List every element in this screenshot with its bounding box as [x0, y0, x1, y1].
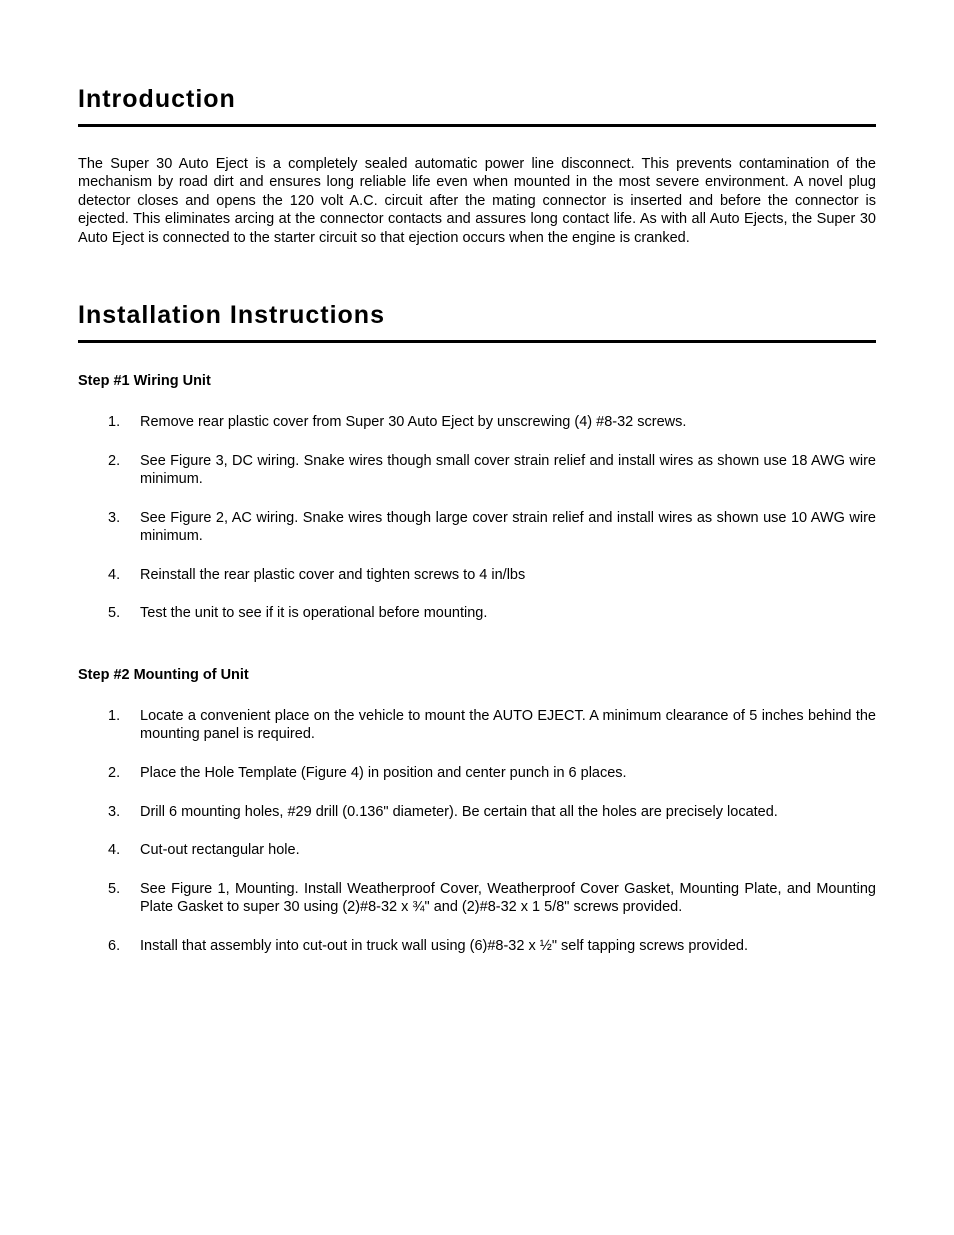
list-item: 2.Place the Hole Template (Figure 4) in …: [108, 764, 876, 783]
item-number: 4.: [108, 566, 140, 585]
list-item: 4.Cut-out rectangular hole.: [108, 841, 876, 860]
item-text: See Figure 3, DC wiring. Snake wires tho…: [140, 452, 876, 489]
step1-list: 1.Remove rear plastic cover from Super 3…: [108, 413, 876, 623]
item-text: See Figure 2, AC wiring. Snake wires tho…: [140, 509, 876, 546]
item-text: Remove rear plastic cover from Super 30 …: [140, 413, 876, 432]
item-text: Locate a convenient place on the vehicle…: [140, 707, 876, 744]
item-number: 2.: [108, 452, 140, 489]
installation-section: Installation Instructions Step #1 Wiring…: [78, 301, 876, 955]
list-item: 2.See Figure 3, DC wiring. Snake wires t…: [108, 452, 876, 489]
item-number: 1.: [108, 707, 140, 744]
item-text: Install that assembly into cut-out in tr…: [140, 937, 876, 956]
step1-title: Step #1 Wiring Unit: [78, 373, 876, 389]
list-item: 3.See Figure 2, AC wiring. Snake wires t…: [108, 509, 876, 546]
item-number: 3.: [108, 509, 140, 546]
item-text: Reinstall the rear plastic cover and tig…: [140, 566, 876, 585]
introduction-body: The Super 30 Auto Eject is a completely …: [78, 155, 876, 247]
step2-title: Step #2 Mounting of Unit: [78, 667, 876, 683]
step2-list: 1.Locate a convenient place on the vehic…: [108, 707, 876, 955]
item-number: 5.: [108, 604, 140, 623]
installation-rule: [78, 340, 876, 343]
list-item: 3.Drill 6 mounting holes, #29 drill (0.1…: [108, 803, 876, 822]
item-number: 2.: [108, 764, 140, 783]
list-item: 4.Reinstall the rear plastic cover and t…: [108, 566, 876, 585]
item-text: Place the Hole Template (Figure 4) in po…: [140, 764, 876, 783]
item-text: Test the unit to see if it is operationa…: [140, 604, 876, 623]
item-number: 3.: [108, 803, 140, 822]
introduction-rule: [78, 124, 876, 127]
item-number: 6.: [108, 937, 140, 956]
list-item: 1.Locate a convenient place on the vehic…: [108, 707, 876, 744]
item-number: 4.: [108, 841, 140, 860]
list-item: 6.Install that assembly into cut-out in …: [108, 937, 876, 956]
installation-heading: Installation Instructions: [78, 301, 876, 330]
introduction-heading: Introduction: [78, 85, 876, 114]
item-text: See Figure 1, Mounting. Install Weatherp…: [140, 880, 876, 917]
list-item: 5.Test the unit to see if it is operatio…: [108, 604, 876, 623]
item-text: Drill 6 mounting holes, #29 drill (0.136…: [140, 803, 876, 822]
list-item: 1.Remove rear plastic cover from Super 3…: [108, 413, 876, 432]
item-number: 5.: [108, 880, 140, 917]
list-item: 5.See Figure 1, Mounting. Install Weathe…: [108, 880, 876, 917]
item-text: Cut-out rectangular hole.: [140, 841, 876, 860]
item-number: 1.: [108, 413, 140, 432]
